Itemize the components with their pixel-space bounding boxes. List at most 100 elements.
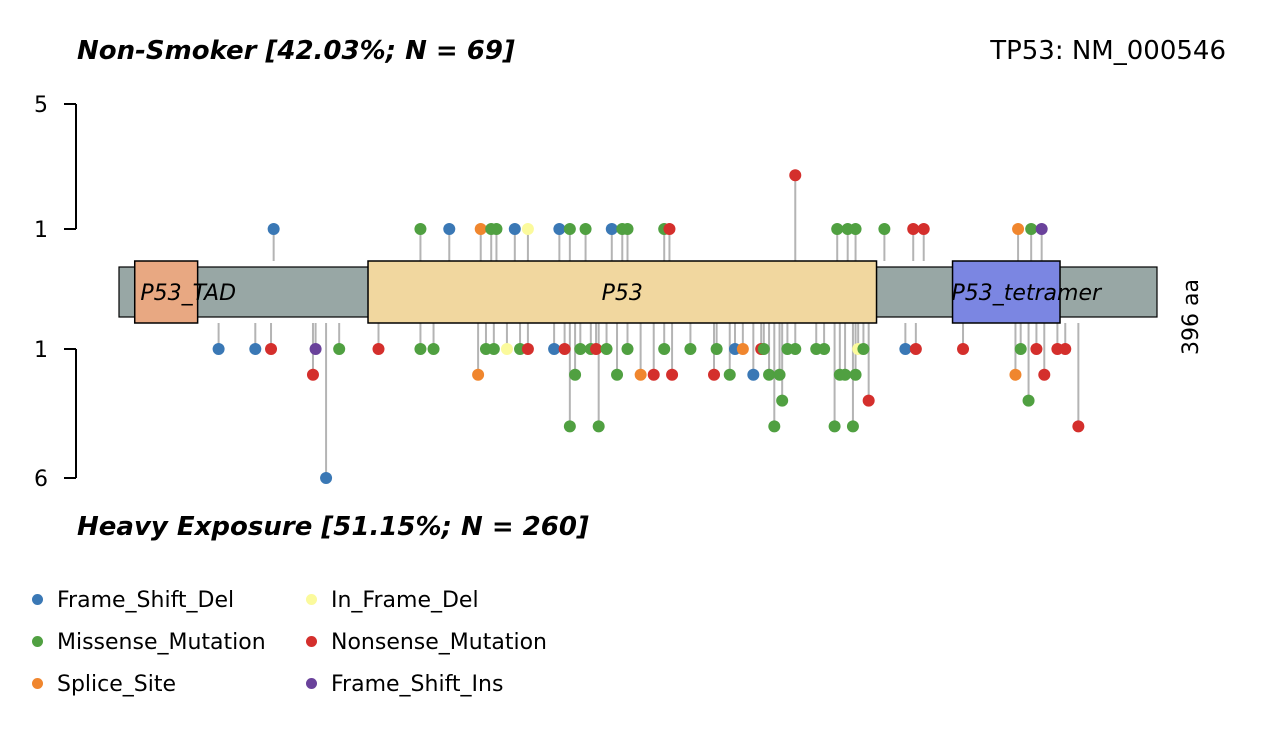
bottom-mutation-point bbox=[818, 343, 831, 355]
bottom-mutation-point bbox=[621, 343, 634, 355]
bottom-mutation-point bbox=[1038, 368, 1051, 381]
legend-item: Nonsense_Mutation bbox=[306, 630, 547, 655]
legend-label: In_Frame_Del bbox=[331, 588, 479, 613]
bottom-mutation-point bbox=[1030, 343, 1043, 355]
top-mutation-point bbox=[605, 223, 618, 235]
bottom-mutation-point bbox=[600, 343, 613, 355]
top-mutation-point bbox=[474, 223, 487, 235]
bottom-mutation-point bbox=[757, 343, 770, 355]
bottom-mutation-point bbox=[372, 343, 385, 355]
legend-swatch bbox=[32, 593, 43, 605]
legend-swatch bbox=[32, 635, 43, 647]
bottom-mutation-point bbox=[487, 343, 500, 355]
legend-swatch bbox=[306, 677, 317, 689]
top-mutation-point bbox=[1035, 223, 1048, 235]
bottom-mutation-point bbox=[899, 343, 912, 355]
top-mutation-point bbox=[508, 223, 521, 235]
bottom-mutation-point bbox=[658, 343, 671, 355]
domain-label: P53 bbox=[602, 281, 643, 306]
domain-label: P53_tetramer bbox=[951, 281, 1103, 306]
bottom-mutation-point bbox=[592, 420, 605, 433]
protein-length-label: 396 aa bbox=[1179, 279, 1204, 355]
gene-transcript-label: TP53: NM_000546 bbox=[990, 36, 1226, 66]
top-mutation-point bbox=[831, 223, 844, 235]
legend-item: Frame_Shift_Ins bbox=[306, 672, 503, 697]
bottom-mutation-point bbox=[776, 394, 789, 407]
bottom-mutation-point bbox=[708, 368, 721, 381]
top-cohort-title: Non-Smoker [42.03%; N = 69] bbox=[77, 36, 515, 66]
legend-label: Frame_Shift_Ins bbox=[331, 672, 504, 697]
bottom-mutation-point bbox=[309, 343, 322, 355]
bottom-mutation-point bbox=[789, 343, 802, 355]
domain-box bbox=[133, 260, 199, 324]
bottom-mutation-point bbox=[1059, 343, 1072, 355]
top-mutation-point bbox=[267, 223, 280, 235]
bottom-mutation-point bbox=[710, 343, 723, 355]
legend-item: Missense_Mutation bbox=[32, 630, 266, 655]
legend-swatch bbox=[306, 593, 317, 605]
top-mutation-point bbox=[789, 169, 802, 182]
top-mutation-point bbox=[443, 223, 456, 235]
bottom-mutation-point bbox=[647, 368, 660, 381]
top-mutation-point bbox=[878, 223, 891, 235]
bottom-mutation-point bbox=[684, 343, 697, 355]
legend-label: Frame_Shift_Del bbox=[57, 588, 235, 613]
legend-label: Missense_Mutation bbox=[57, 630, 266, 655]
bottom-mutation-point bbox=[862, 394, 875, 407]
top-mutation-point bbox=[849, 223, 862, 235]
top-mutation-point bbox=[563, 223, 576, 235]
top-mutation-point bbox=[663, 223, 676, 235]
top-mutation-point bbox=[907, 223, 920, 235]
bottom-cohort-title: Heavy Exposure [51.15%; N = 260] bbox=[77, 512, 589, 542]
bottom-mutation-point bbox=[212, 343, 225, 355]
top-mutation-point bbox=[414, 223, 427, 235]
bottom-mutation-point bbox=[548, 343, 561, 355]
bottom-mutation-point bbox=[634, 368, 647, 381]
top-mutation-point bbox=[1012, 223, 1025, 235]
bottom-mutation-point bbox=[521, 343, 534, 355]
bottom-mutation-point bbox=[736, 343, 749, 355]
bottom-mutation-point bbox=[1072, 420, 1085, 433]
legend-swatch bbox=[306, 635, 317, 647]
bottom-mutation-point bbox=[768, 420, 781, 433]
bottom-mutation-point bbox=[723, 368, 736, 381]
bottom-mutation-point bbox=[828, 420, 841, 433]
bottom-mutation-point bbox=[1014, 343, 1027, 355]
top-mutation-point bbox=[579, 223, 592, 235]
bottom-mutation-point bbox=[265, 343, 278, 355]
legend-item: In_Frame_Del bbox=[306, 588, 479, 613]
bottom-mutation-point bbox=[957, 343, 970, 355]
legend-label: Splice_Site bbox=[57, 672, 177, 697]
bottom-mutation-point bbox=[306, 368, 319, 381]
legend-label: Nonsense_Mutation bbox=[331, 630, 547, 655]
bottom-mutation-point bbox=[590, 343, 603, 355]
bottom-mutation-point bbox=[500, 343, 513, 355]
top-mutation-point bbox=[490, 223, 503, 235]
bottom-mutation-point bbox=[1022, 394, 1035, 407]
bottom-mutation-point bbox=[427, 343, 440, 355]
bottom-mutation-point bbox=[849, 368, 862, 381]
lollipop-plot: 5 1 1 6 P53_TAD P53 P53_tetramer 396 aa bbox=[34, 93, 1204, 492]
legend-item: Splice_Site bbox=[32, 672, 176, 697]
top-axis-tick-label: 5 bbox=[34, 93, 48, 118]
bottom-axis-tick-label: 6 bbox=[34, 467, 48, 492]
top-mutation-point bbox=[1025, 223, 1038, 235]
bottom-mutation-point bbox=[909, 343, 922, 355]
bottom-mutation-point bbox=[1009, 368, 1022, 381]
bottom-axis-tick-label: 1 bbox=[34, 338, 48, 363]
bottom-mutation-point bbox=[472, 368, 485, 381]
bottom-mutation-point bbox=[558, 343, 571, 355]
domain-label: P53_TAD bbox=[140, 281, 236, 306]
domain-box bbox=[951, 260, 1061, 324]
bottom-mutation-point bbox=[563, 420, 576, 433]
bottom-mutation-point bbox=[333, 343, 346, 355]
top-mutation-point bbox=[917, 223, 930, 235]
top-mutation-point bbox=[521, 223, 534, 235]
bottom-mutation-point bbox=[414, 343, 427, 355]
bottom-mutation-point bbox=[747, 368, 760, 381]
bottom-mutation-point bbox=[320, 472, 333, 484]
bottom-mutation-point bbox=[666, 368, 679, 381]
domain-box bbox=[367, 260, 878, 324]
bottom-mutation-point bbox=[857, 343, 870, 355]
bottom-mutation-point bbox=[569, 368, 582, 381]
